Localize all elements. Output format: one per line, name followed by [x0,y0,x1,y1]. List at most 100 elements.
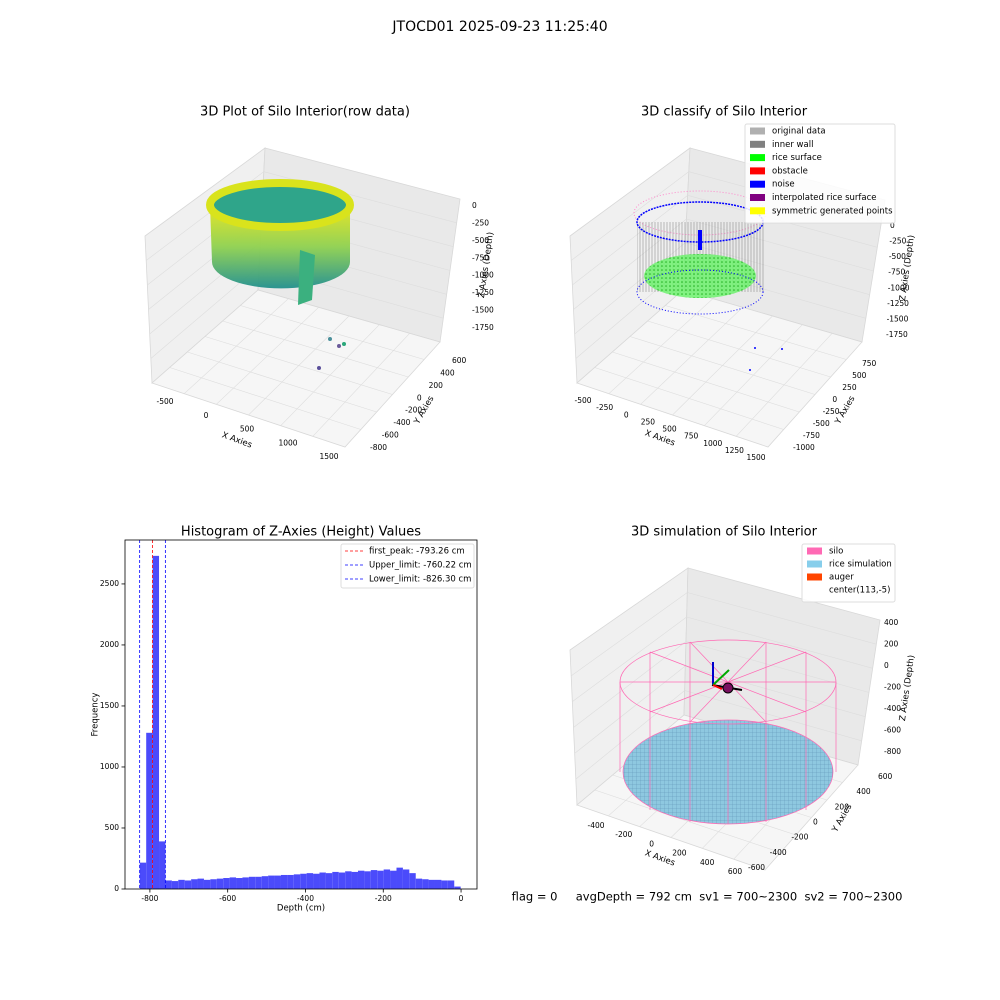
y-tick-label: 200 [429,381,444,390]
silo-simulation [619,639,837,825]
legend-swatch [807,573,822,581]
histogram-bar [210,879,217,889]
x-tick-label: -500 [574,396,591,405]
z-tick-label: 200 [884,640,899,649]
y-tick-label: 750 [862,359,877,368]
z-tick-label: -800 [884,747,901,756]
legend-label: obstacle [772,166,808,176]
histogram-bar [338,872,346,889]
histogram-bar [409,873,416,889]
z-tick-label: -1500 [887,314,909,323]
x-tick-label: -200 [375,894,392,903]
x-tick-label: -400 [297,894,314,903]
histogram-bar [370,870,378,889]
y-axis-label: Frequency [91,693,101,737]
histogram-bar [357,870,365,889]
pane-grid [685,665,866,717]
histogram-bar [197,878,204,889]
histogram-bar [364,871,371,889]
z-tick-label: -1750 [886,330,908,339]
x-tick-label: 1250 [725,446,744,455]
legend-label: Lower_limit: -826.30 cm [369,575,471,585]
histogram-bar [396,867,403,889]
x-tick-label: 0 [204,411,209,420]
x-tick-label: -250 [596,403,613,412]
subplot-title: 3D Plot of Silo Interior(row data) [200,105,410,120]
histogram-bar [434,879,442,889]
y-tick-label: 0 [417,393,422,402]
x-tick-label: 1000 [278,438,297,447]
histogram-bar [345,871,352,889]
histogram-bar [165,880,172,889]
z-tick-label: -600 [884,726,901,735]
legend-swatch [750,167,765,175]
x-tick-label: -500 [156,397,173,406]
legend-label: rice simulation [829,560,892,570]
y-tick-label: -400 [770,848,787,857]
legend-label: noise [772,180,795,190]
y-tick-label: 400 [856,787,871,796]
y-tick-label: 600 [878,772,893,781]
histogram-bar [139,862,147,889]
histogram-bar [274,875,281,889]
histogram-bar [441,880,448,889]
pane-grid [570,592,688,677]
pane-grid [686,616,873,669]
y-axis-label: Y Axies [830,802,855,835]
legend-swatch [750,154,765,162]
x-axis-label: Depth (cm) [277,904,325,914]
y-tick-label: -200 [405,406,422,415]
histogram-bar [447,880,455,889]
x-tick-label: -600 [219,894,236,903]
histogram-bar [242,877,249,889]
histogram-bar [255,876,262,889]
x-tick-label: 1000 [703,439,722,448]
z-tick-label: 0 [884,661,889,670]
legend-label: silo [829,547,843,557]
legend-swatch [807,560,822,568]
x-tick-label: -400 [587,821,604,830]
subplot-title: 3D classify of Silo Interior [641,105,808,120]
z-tick-label: -500 [472,236,489,245]
histogram-bar [229,877,237,889]
histogram-bar [184,880,192,889]
z-tick-label: -1250 [887,299,909,308]
classified-cloud [633,190,783,371]
legend-label: auger [829,573,854,583]
x-tick-label: -800 [141,894,158,903]
histogram-bar [171,881,179,889]
legend-label: center(113,-5) [829,586,890,596]
x-tick-label: 400 [700,858,715,867]
legend-swatch [807,586,822,594]
z-tick-label: 400 [884,618,899,627]
histogram-bar [428,879,435,889]
pane-grid [570,171,690,261]
legend-label: inner wall [772,140,813,150]
histogram-bar [280,874,288,889]
y-tick-label: -800 [370,443,387,452]
auger [711,662,743,694]
legend-label: original data [772,127,826,137]
legend-frame [744,123,896,224]
legend-label: interpolated rice surface [772,193,877,203]
histogram-bar [313,873,320,889]
pane-grid [573,641,687,728]
legend-frame [801,543,896,603]
histogram-bar [146,732,153,889]
y-tick-label: 600 [452,356,467,365]
legend-swatch [750,194,765,201]
x-tick-label: -200 [615,830,632,839]
histogram-bar [216,878,224,889]
histogram-bar [178,879,185,889]
y-tick-label: 1000 [100,762,119,771]
histogram-bar [152,555,160,889]
z-tick-label: -400 [884,704,901,713]
y-tick-label: 0 [832,395,837,404]
y-tick-label: 0 [114,884,119,893]
z-tick-label: -1250 [472,288,494,297]
legend-swatch [807,547,822,555]
histogram-bar [261,876,269,889]
z-tick-label: -250 [472,218,489,227]
histogram-bar [390,870,397,889]
x-tick-label: 1500 [319,452,338,461]
